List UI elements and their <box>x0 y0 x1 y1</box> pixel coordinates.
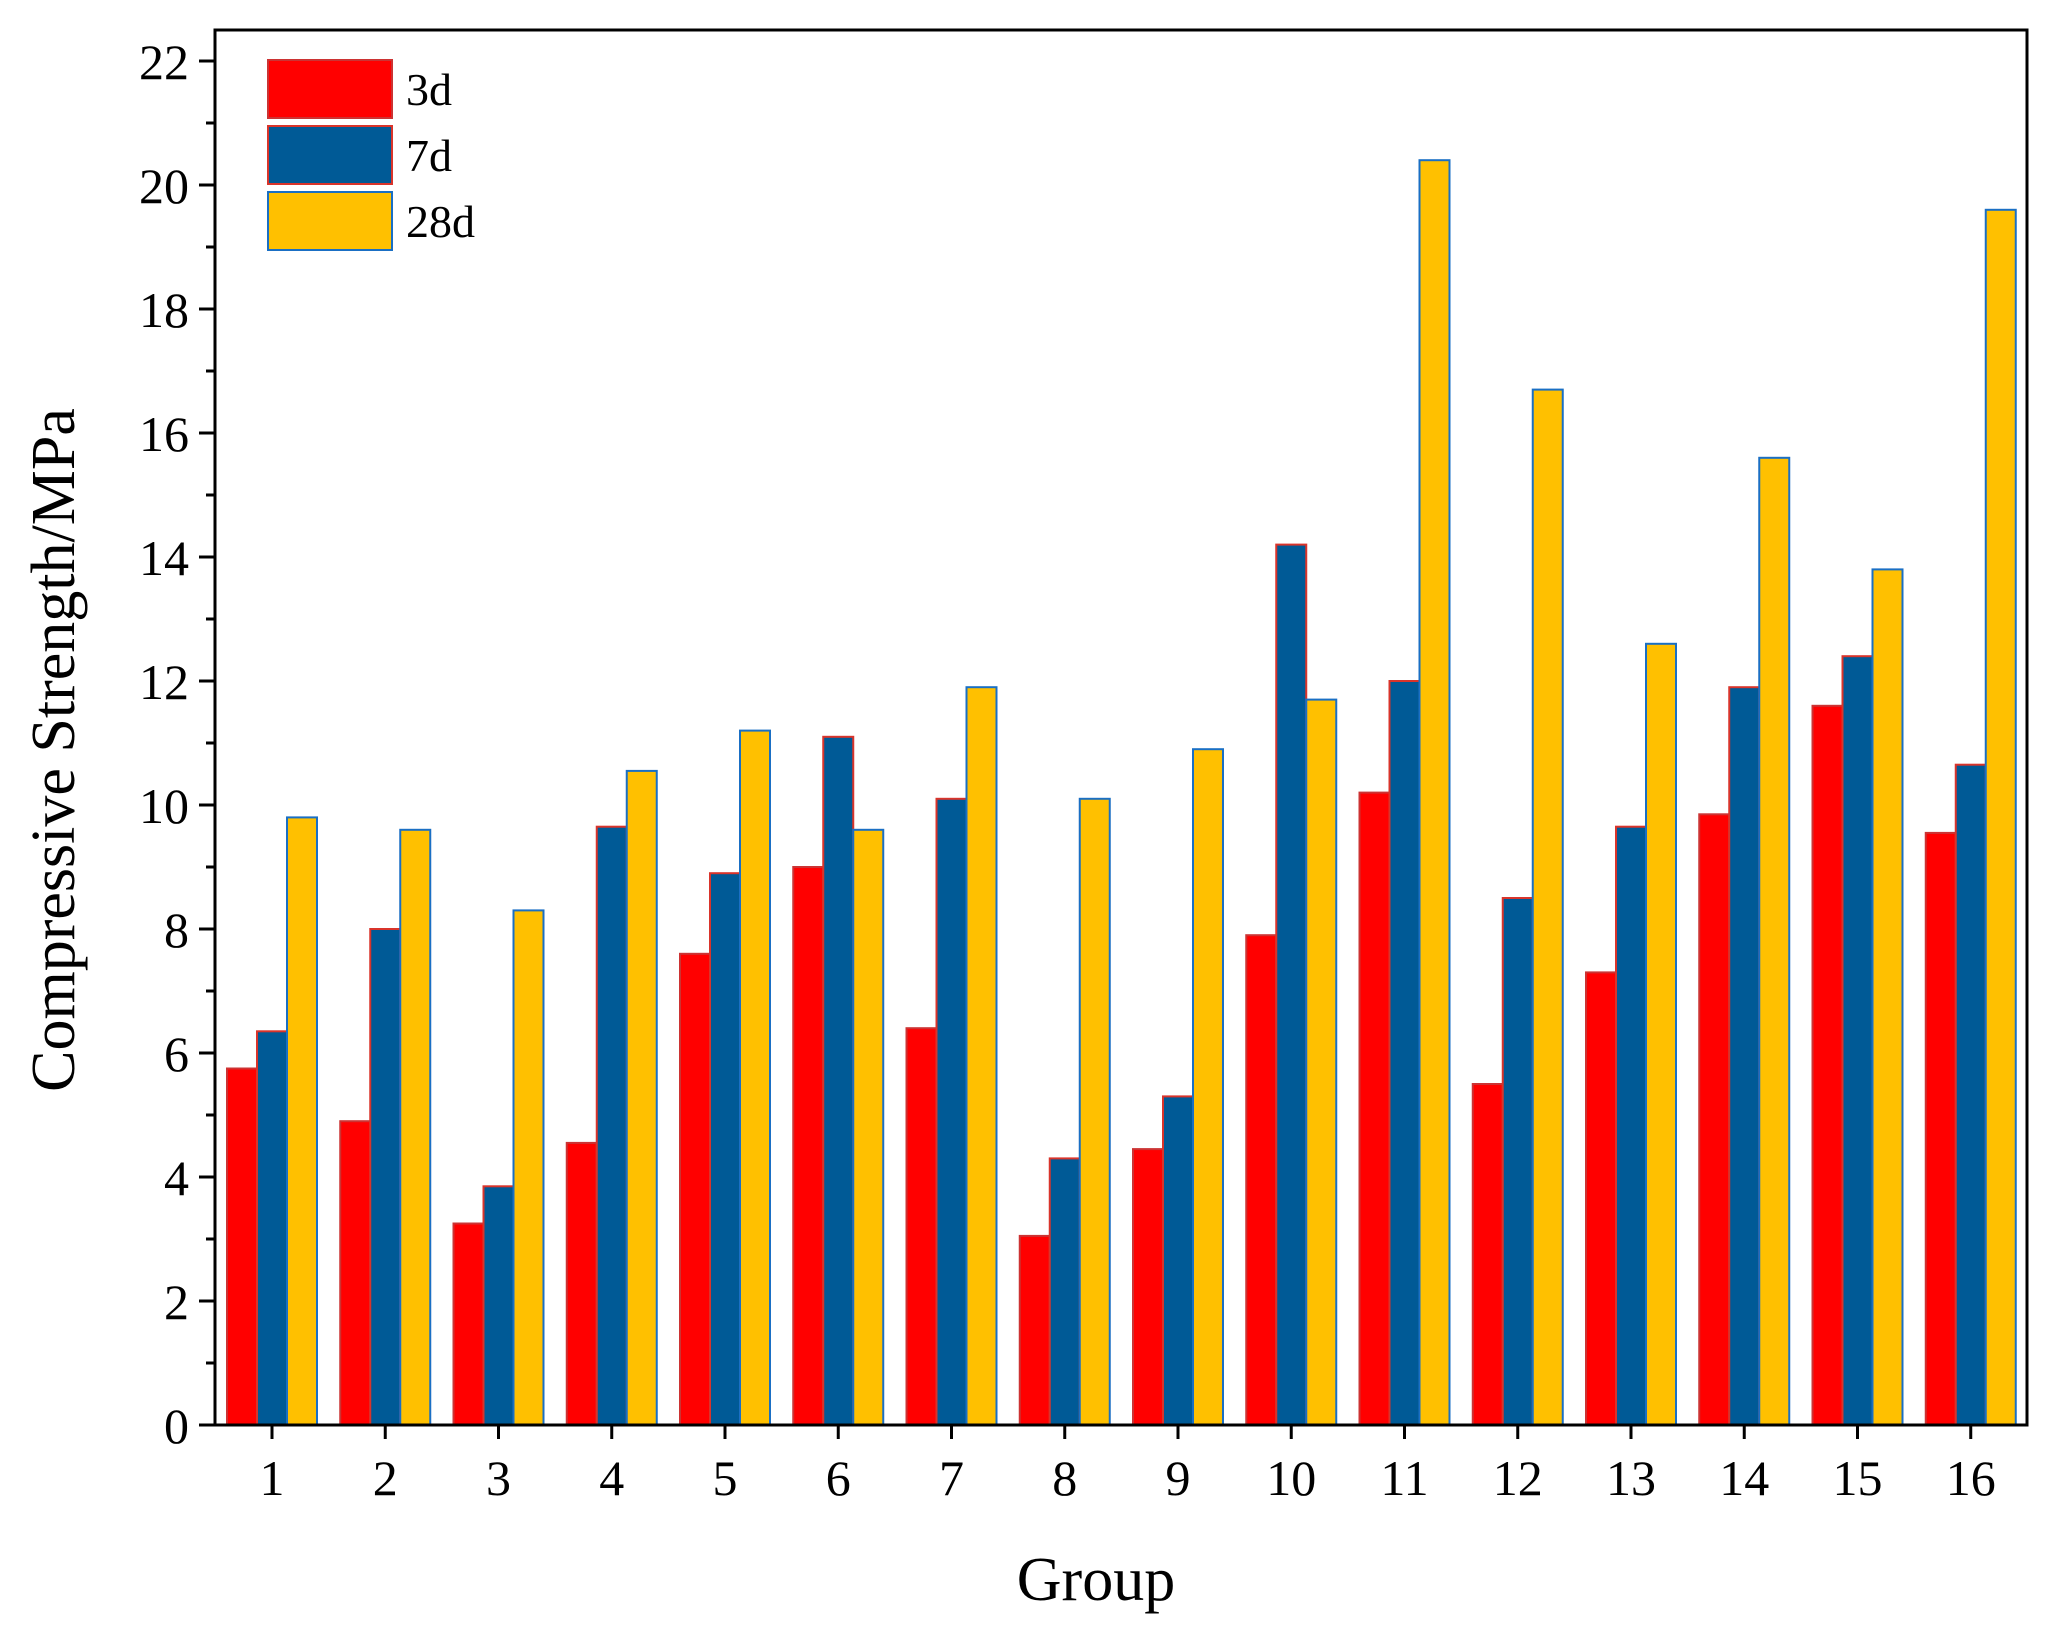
bar-7d-group-11 <box>1388 680 1421 1426</box>
bar-3d-group-16 <box>1924 831 1957 1426</box>
bar-28d-group-14 <box>1758 456 1791 1426</box>
bar-28d-group-3 <box>512 909 545 1426</box>
x-tick-label: 13 <box>1606 1450 1656 1506</box>
x-tick-label: 3 <box>486 1450 511 1506</box>
bar-3d-group-6 <box>792 866 825 1426</box>
bar-3d-group-3 <box>452 1222 485 1426</box>
bar-7d-group-13 <box>1615 825 1647 1426</box>
bar-3d-group-2 <box>339 1120 372 1426</box>
bar-28d-group-13 <box>1645 642 1677 1426</box>
bar-7d-group-4 <box>595 825 628 1426</box>
x-tick-label: 12 <box>1493 1450 1543 1506</box>
bar-3d-group-10 <box>1245 934 1278 1426</box>
y-tick-label: 6 <box>164 1026 189 1082</box>
bar-7d-group-15 <box>1841 655 1874 1426</box>
bar-3d-group-1 <box>226 1067 258 1426</box>
bar-28d-group-8 <box>1078 797 1111 1426</box>
y-axis-label: Compressive Strength/MPa <box>20 408 88 1092</box>
bar-28d-group-6 <box>852 828 885 1426</box>
legend-label-3d: 3d <box>406 64 452 115</box>
x-tick-label: 16 <box>1946 1450 1996 1506</box>
bar-3d-group-14 <box>1698 813 1731 1426</box>
x-tick-label: 2 <box>373 1450 398 1506</box>
x-tick-label: 8 <box>1052 1450 1077 1506</box>
bar-7d-group-8 <box>1048 1157 1081 1427</box>
bar-3d-group-13 <box>1585 971 1617 1427</box>
x-tick-label: 4 <box>599 1450 624 1506</box>
y-tick-label: 0 <box>164 1398 189 1454</box>
y-tick-label: 8 <box>164 902 189 958</box>
bar-7d-group-16 <box>1954 763 1987 1426</box>
y-tick-label: 22 <box>139 34 189 90</box>
bar-7d-group-6 <box>822 735 855 1426</box>
bar-3d-group-5 <box>679 952 711 1426</box>
bar-28d-group-4 <box>625 769 658 1426</box>
legend-swatch-7d <box>267 125 393 185</box>
bar-3d-group-8 <box>1018 1234 1051 1427</box>
bar-7d-group-1 <box>256 1030 288 1427</box>
bar-28d-group-7 <box>965 686 998 1426</box>
x-axis-label: Group <box>1017 1546 1175 1614</box>
bar-28d-group-11 <box>1418 159 1451 1427</box>
y-tick-label: 14 <box>139 530 189 586</box>
x-tick-label: 9 <box>1166 1450 1191 1506</box>
y-tick-label: 20 <box>139 158 189 214</box>
bar-3d-group-15 <box>1811 704 1844 1426</box>
bar-3d-group-12 <box>1471 1083 1504 1426</box>
bar-7d-group-9 <box>1162 1095 1194 1427</box>
x-tick-label: 15 <box>1833 1450 1883 1506</box>
bar-7d-group-7 <box>935 797 968 1426</box>
y-tick-label: 18 <box>139 282 189 338</box>
x-tick-label: 11 <box>1380 1450 1428 1506</box>
legend-label-28d: 28d <box>406 196 475 247</box>
x-tick-label: 5 <box>713 1450 738 1506</box>
bar-28d-group-5 <box>739 729 771 1426</box>
legend-swatch-3d <box>267 59 393 119</box>
plot-frame <box>213 28 2029 1427</box>
bar-7d-group-3 <box>482 1185 515 1427</box>
y-tick-label: 16 <box>139 406 189 462</box>
bar-28d-group-9 <box>1192 748 1224 1426</box>
bars-layer <box>226 159 2017 1427</box>
x-tick-label: 1 <box>260 1450 285 1506</box>
legend-swatch-28d <box>267 191 393 251</box>
bar-28d-group-12 <box>1531 388 1564 1427</box>
x-tick-label: 7 <box>939 1450 964 1506</box>
bar-7d-group-2 <box>369 928 402 1426</box>
bar-7d-group-14 <box>1728 686 1761 1426</box>
y-tick-label: 2 <box>164 1274 189 1330</box>
x-tick-label: 14 <box>1719 1450 1769 1506</box>
y-tick-label: 4 <box>164 1150 189 1206</box>
bar-28d-group-2 <box>399 828 432 1426</box>
x-tick-label: 10 <box>1266 1450 1316 1506</box>
bar-28d-group-15 <box>1871 568 1904 1426</box>
bar-3d-group-9 <box>1132 1148 1164 1426</box>
bar-3d-group-11 <box>1358 791 1391 1426</box>
bar-3d-group-4 <box>565 1141 598 1427</box>
legend: 3d 7d 28d <box>267 59 475 251</box>
y-tick-label: 12 <box>139 654 189 710</box>
bar-28d-group-16 <box>1984 208 2017 1426</box>
bar-28d-group-1 <box>286 816 318 1426</box>
x-tick-label: 6 <box>826 1450 851 1506</box>
bar-7d-group-12 <box>1501 897 1534 1426</box>
bar-28d-group-10 <box>1305 698 1338 1426</box>
bar-7d-group-10 <box>1275 543 1308 1426</box>
bar-3d-group-7 <box>905 1027 938 1426</box>
y-tick-label: 10 <box>139 778 189 834</box>
legend-label-7d: 7d <box>406 130 452 181</box>
bar-7d-group-5 <box>709 872 741 1426</box>
